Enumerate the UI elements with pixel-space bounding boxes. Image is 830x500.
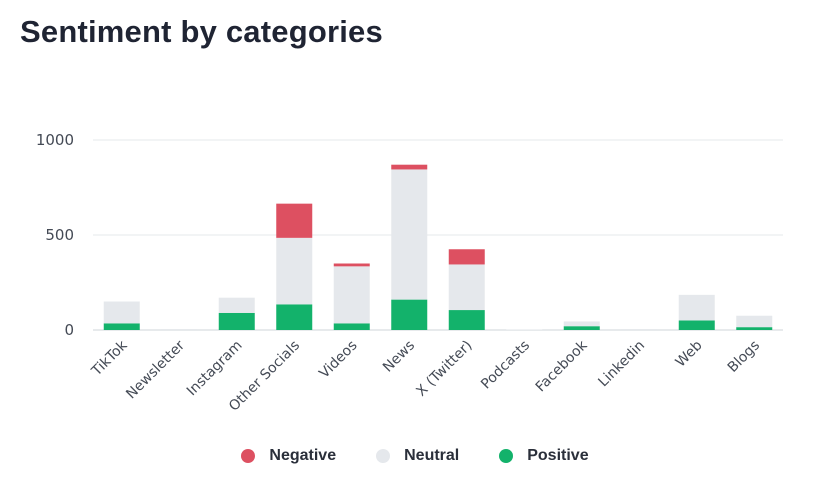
bar-neutral-linkedin[interactable]: [621, 329, 658, 330]
x-category-label: Blogs: [725, 338, 763, 376]
bar-neutral-x-twitter-[interactable]: [448, 264, 485, 311]
bar-neutral-facebook[interactable]: [563, 321, 600, 327]
bars-layer: [103, 164, 773, 331]
y-tick-label: 1000: [36, 131, 74, 149]
x-category-label: Podcasts: [478, 338, 533, 393]
bar-positive-blogs[interactable]: [736, 327, 773, 330]
bar-neutral-blogs[interactable]: [736, 315, 773, 328]
x-category-label: Facebook: [533, 337, 591, 395]
bar-neutral-news[interactable]: [391, 169, 428, 300]
bar-neutral-podcasts[interactable]: [506, 329, 543, 330]
negative-dot-icon: [241, 449, 256, 463]
x-category-label: Videos: [316, 338, 360, 382]
bar-neutral-web[interactable]: [678, 294, 715, 321]
x-category-label: Newsletter: [123, 337, 188, 402]
bar-neutral-newsletter[interactable]: [161, 329, 198, 330]
legend-item-positive[interactable]: Positive: [499, 447, 589, 465]
legend-label-negative: Negative: [269, 447, 337, 464]
bar-neutral-instagram[interactable]: [218, 297, 255, 313]
x-category-label: News: [380, 338, 418, 376]
x-category-label: TikTok: [88, 337, 131, 380]
y-tick-label: 0: [64, 321, 74, 339]
positive-dot-icon: [499, 449, 514, 463]
bar-neutral-tiktok[interactable]: [103, 301, 140, 324]
legend-item-neutral[interactable]: Neutral: [376, 447, 459, 465]
bar-positive-web[interactable]: [678, 320, 715, 331]
bar-positive-news[interactable]: [391, 299, 428, 330]
x-category-label: Instagram: [184, 338, 246, 400]
bar-positive-x-twitter-[interactable]: [448, 310, 485, 330]
bar-positive-videos[interactable]: [333, 323, 370, 330]
bar-positive-instagram[interactable]: [218, 312, 255, 330]
legend: Negative Neutral Positive: [0, 447, 830, 465]
bar-positive-facebook[interactable]: [563, 326, 600, 330]
bar-positive-tiktok[interactable]: [103, 323, 140, 330]
legend-item-negative[interactable]: Negative: [241, 447, 336, 465]
bar-negative-x-twitter-[interactable]: [448, 249, 485, 265]
x-category-label: Web: [673, 337, 706, 370]
bar-negative-other-socials[interactable]: [276, 203, 313, 238]
bar-negative-news[interactable]: [391, 164, 428, 170]
legend-label-positive: Positive: [527, 447, 589, 464]
chart-title: Sentiment by categories: [20, 14, 383, 49]
x-category-label: X (Twitter): [413, 338, 475, 400]
x-category-label: Linkedin: [595, 338, 648, 391]
neutral-dot-icon: [376, 449, 391, 463]
y-tick-label: 500: [45, 226, 74, 244]
bar-neutral-videos[interactable]: [333, 266, 370, 324]
bar-negative-videos[interactable]: [333, 263, 370, 267]
legend-label-neutral: Neutral: [404, 447, 460, 464]
grid-layer: 0 500 1000: [36, 131, 783, 339]
bar-neutral-other-socials[interactable]: [276, 237, 313, 305]
bar-positive-other-socials[interactable]: [276, 304, 313, 330]
